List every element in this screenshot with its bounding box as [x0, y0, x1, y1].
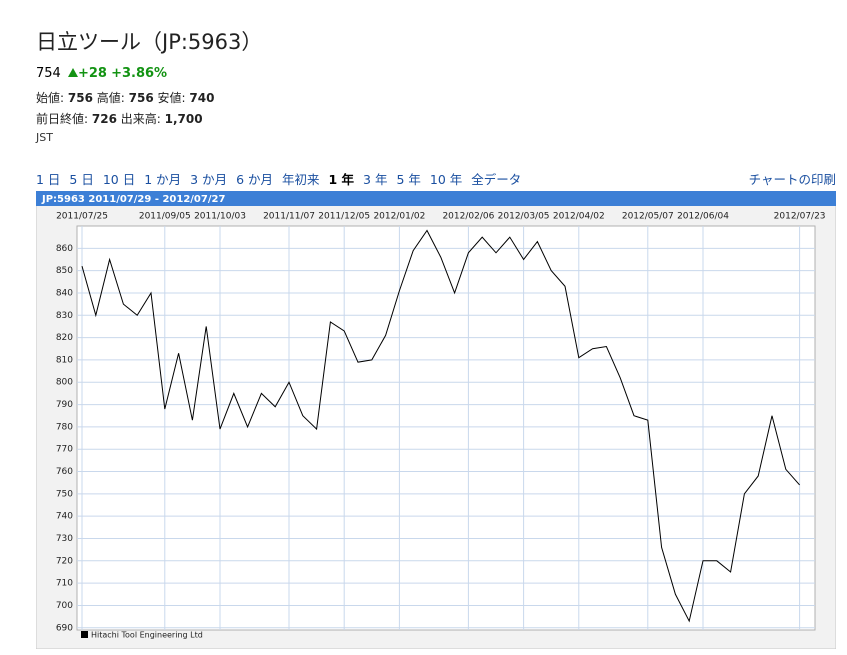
range-link[interactable]: 1 日: [36, 172, 61, 187]
stat-value: 740: [189, 91, 215, 105]
range-link[interactable]: 5 日: [69, 172, 94, 187]
range-link[interactable]: 3 か月: [190, 172, 228, 187]
price-line: [81, 229, 800, 623]
x-tick-label: 2012/01/02: [373, 212, 425, 222]
stat-value: 756: [67, 91, 93, 105]
y-tick-label: 770: [56, 445, 73, 455]
chart-title: JP:5963 2011/07/29 - 2012/07/27: [41, 194, 225, 205]
y-tick-label: 730: [56, 534, 73, 544]
x-tick-label: 2011/09/05: [139, 212, 191, 222]
stat-value: 756: [128, 91, 154, 105]
stat-label: 安値:: [157, 91, 186, 105]
stock-title: 日立ツール（JP:5963）: [36, 30, 263, 54]
x-tick-label: 2012/06/04: [677, 212, 729, 222]
stat-label: 出来高:: [120, 112, 161, 126]
x-tick-label: 2012/02/06: [442, 212, 494, 222]
stats-row: 前日終値: 726 出来高: 1,700: [36, 110, 203, 127]
range-links: 1 日 5 日 10 日 1 か月 3 か月 6 か月 年初来 1 年 3 年 …: [36, 169, 526, 188]
stat-value: 1,700: [164, 112, 203, 126]
y-tick-label: 780: [56, 422, 73, 432]
legend-label: Hitachi Tool Engineering Ltd: [91, 631, 203, 640]
range-link[interactable]: 6 か月: [236, 172, 273, 187]
y-tick-label: 840: [56, 288, 73, 298]
y-tick-label: 860: [56, 244, 73, 254]
y-tick-label: 830: [56, 311, 73, 321]
range-link[interactable]: 年初来: [281, 172, 320, 187]
stat-value: 726: [91, 112, 117, 126]
x-tick-label: 2012/04/02: [553, 212, 605, 222]
range-link[interactable]: 3 年: [363, 172, 388, 187]
range-link[interactable]: 5 年: [396, 172, 421, 187]
change: +28: [77, 66, 107, 81]
y-tick-label: 850: [56, 266, 73, 276]
chart-header: [36, 191, 836, 206]
y-tick-label: 810: [56, 355, 73, 365]
range-link[interactable]: 10 年: [429, 172, 463, 187]
x-tick-label: 2011/07/25: [56, 212, 108, 222]
range-link[interactable]: 10 日: [102, 172, 136, 187]
x-tick-label: 2012/03/05: [498, 212, 550, 222]
range-link[interactable]: 全データ: [471, 172, 522, 187]
x-tick-label: 2011/11/07: [263, 212, 315, 222]
x-tick-label: 2012/05/07: [622, 212, 674, 222]
y-tick-label: 760: [56, 467, 73, 477]
y-tick-label: 710: [56, 579, 73, 589]
change-percent: +3.86%: [111, 66, 168, 81]
y-tick-label: 800: [56, 378, 73, 388]
y-tick-label: 790: [56, 400, 73, 410]
price-line: 754 +28 +3.86%: [36, 66, 167, 81]
y-tick-label: 690: [56, 623, 73, 633]
stat-label: 前日終値:: [36, 112, 89, 126]
range-link[interactable]: 1 か月: [144, 172, 182, 187]
stat-label: 始値:: [36, 91, 65, 105]
range-link[interactable]: 1 年: [328, 172, 355, 187]
y-tick-label: 820: [56, 333, 73, 343]
timezone: JST: [36, 131, 53, 144]
legend-swatch: [81, 631, 88, 638]
plot-area: [76, 225, 816, 631]
chart: JP:5963 2011/07/29 - 2012/07/27 690 700 71…: [36, 191, 836, 649]
x-tick-label: 2012/07/23: [774, 212, 826, 222]
stat-label: 高値:: [96, 91, 125, 105]
up-arrow: [67, 68, 78, 77]
y-tick-label: 700: [56, 601, 73, 611]
price: 754: [36, 66, 61, 81]
x-tick-label: 2011/12/05: [318, 212, 370, 222]
x-tick-label: 2011/10/03: [194, 212, 246, 222]
y-tick-label: 750: [56, 489, 73, 499]
print-link[interactable]: チャートの印刷: [748, 172, 836, 187]
stats-row: 始値: 756 高値: 756 安値: 740: [36, 89, 214, 106]
y-tick-label: 740: [56, 512, 73, 522]
y-tick-label: 720: [56, 556, 73, 566]
